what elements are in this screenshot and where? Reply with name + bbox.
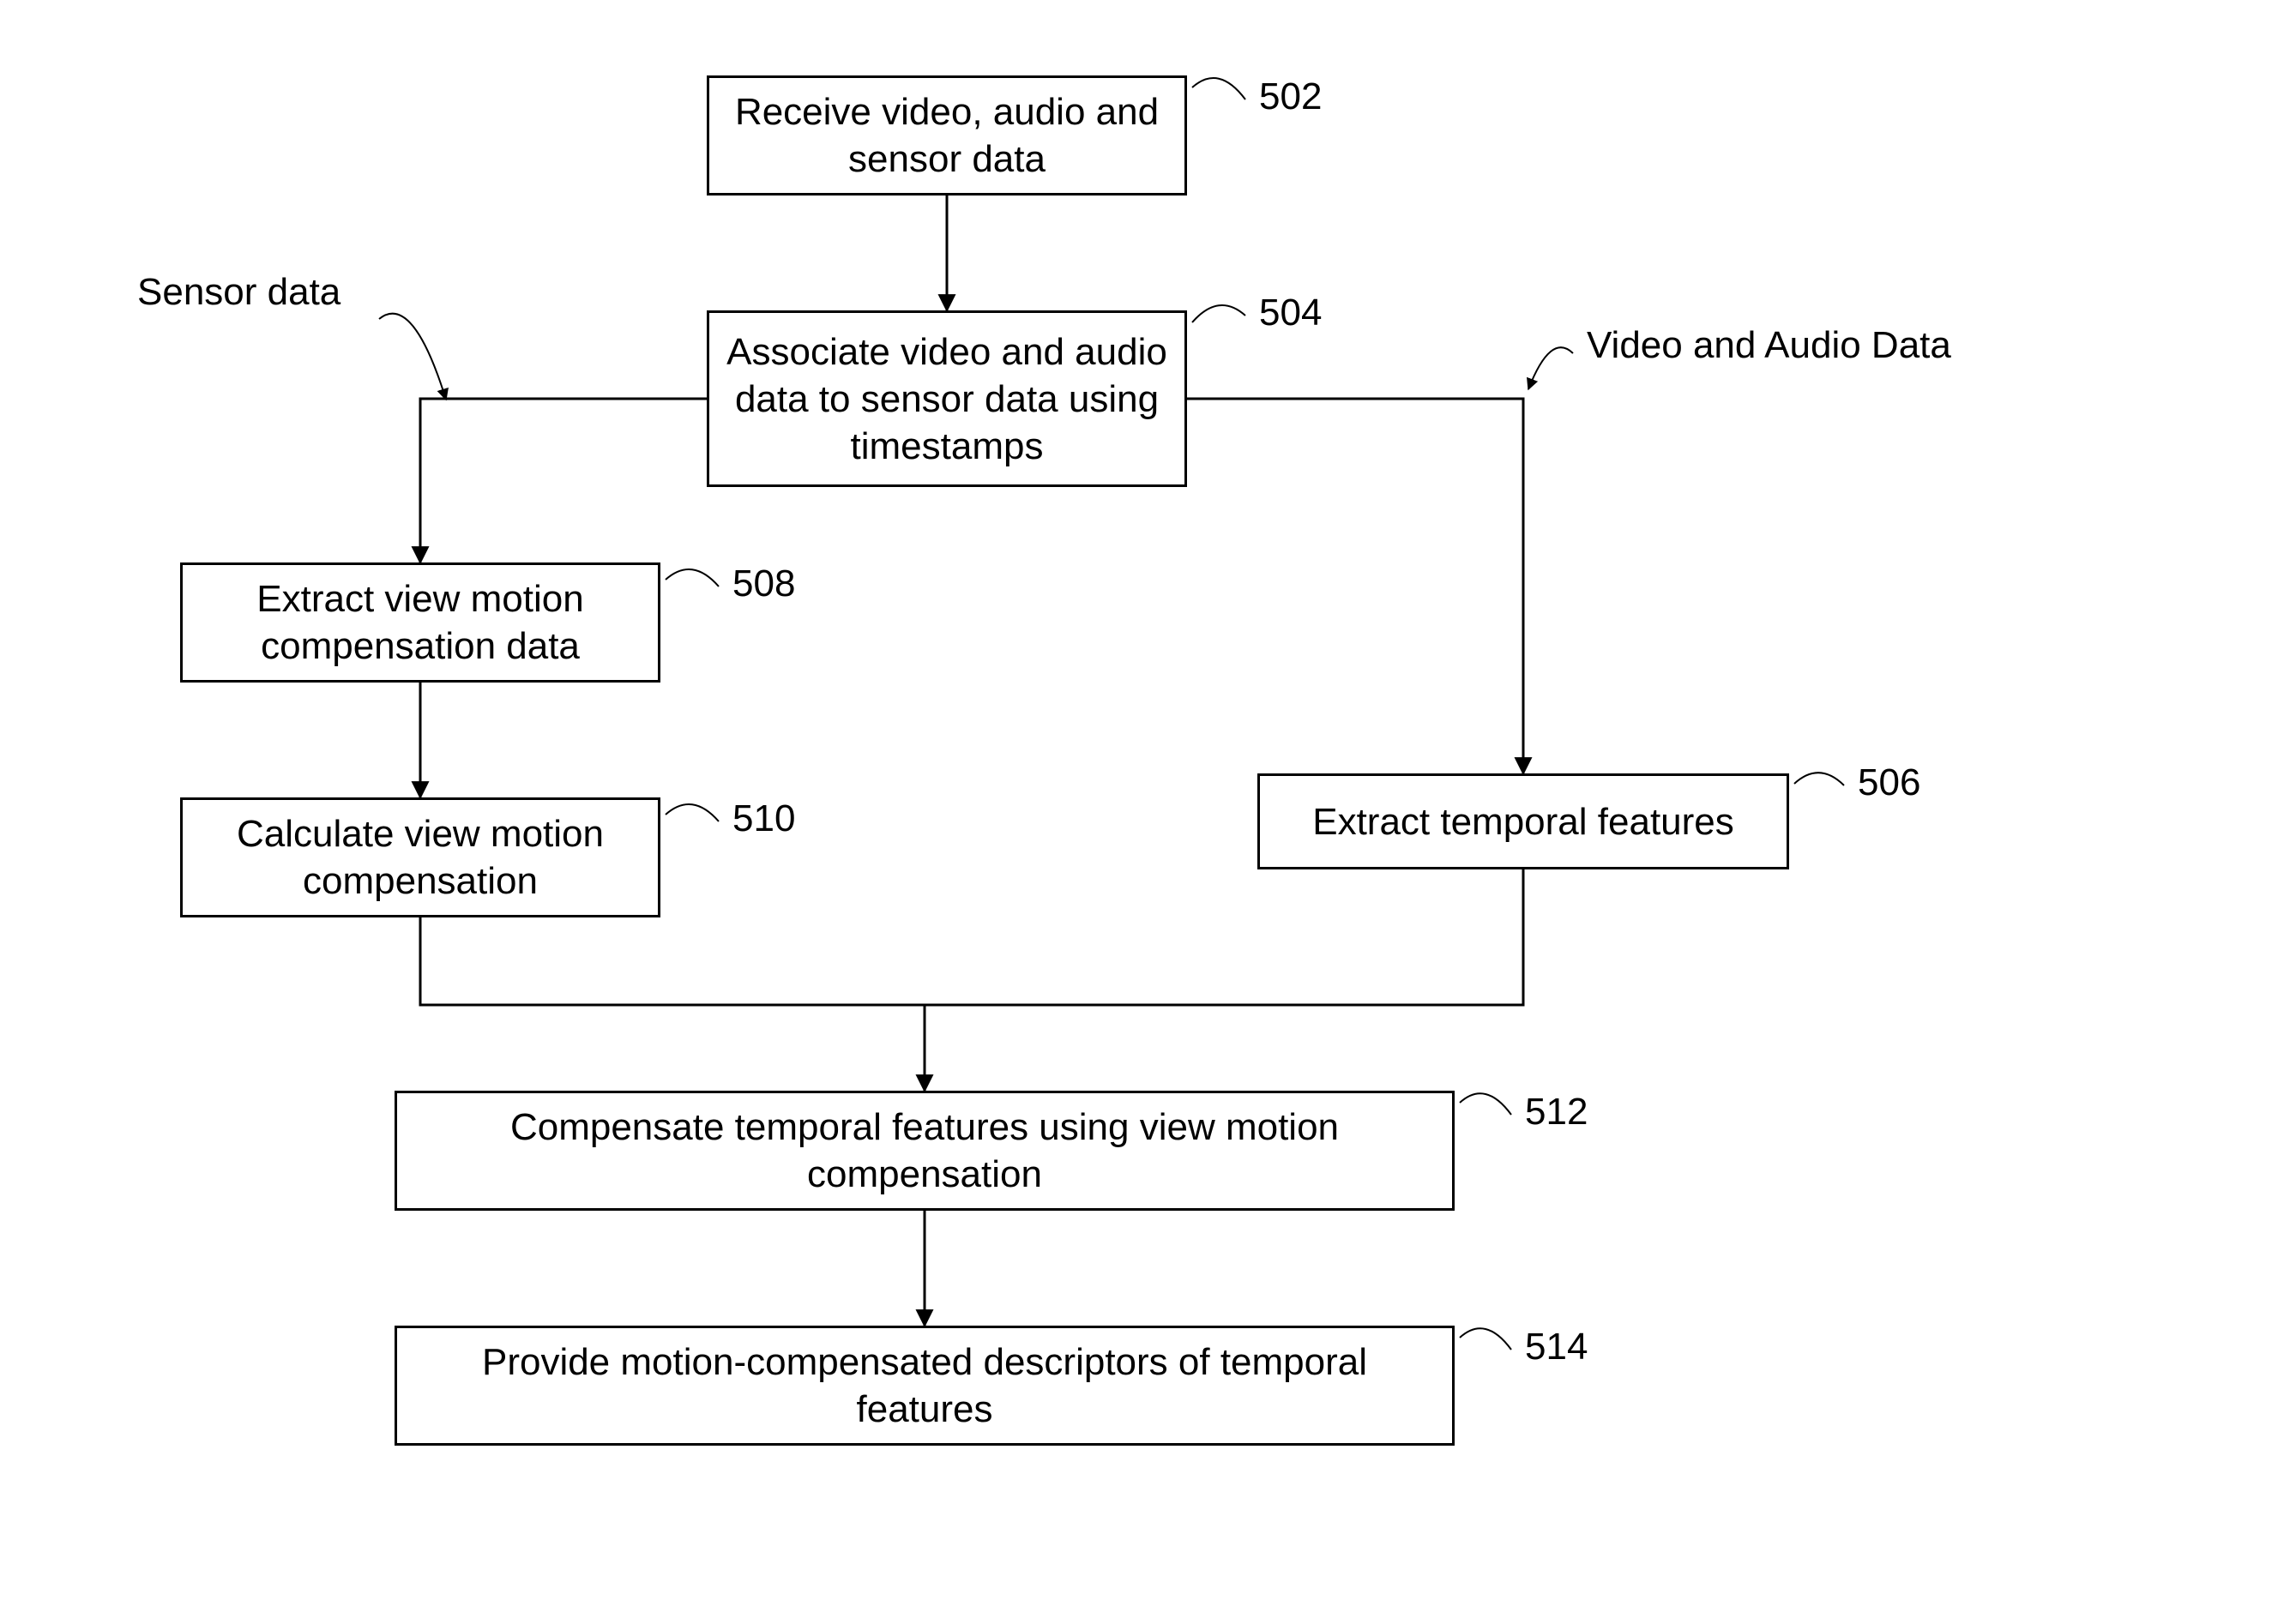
node-text: Extract temporal features <box>1312 798 1734 845</box>
ref-504: 504 <box>1259 292 1322 334</box>
annotation-video-audio-data: Video and Audio Data <box>1587 324 1951 367</box>
node-provide-descriptors: Provide motion-compensated descriptors o… <box>395 1326 1455 1446</box>
node-text: Compensate temporal features using view … <box>414 1104 1435 1198</box>
node-associate-data: Associate video and audio data to sensor… <box>707 310 1187 487</box>
node-receive-data: Receive video, audio and sensor data <box>707 75 1187 195</box>
node-text: Extract view motion compensation data <box>200 575 641 670</box>
ref-502: 502 <box>1259 75 1322 118</box>
ref-512: 512 <box>1525 1091 1588 1134</box>
node-extract-view-motion: Extract view motion compensation data <box>180 562 660 683</box>
node-text: Provide motion-compensated descriptors o… <box>414 1338 1435 1433</box>
ref-506: 506 <box>1858 761 1920 804</box>
ref-514: 514 <box>1525 1326 1588 1368</box>
annotation-sensor-data: Sensor data <box>137 271 340 314</box>
node-text: Calculate view motion compensation <box>200 810 641 905</box>
ref-508: 508 <box>732 562 795 605</box>
node-calculate-compensation: Calculate view motion compensation <box>180 797 660 917</box>
node-text: Receive video, audio and sensor data <box>726 88 1167 183</box>
node-text: Associate video and audio data to sensor… <box>726 328 1167 470</box>
ref-510: 510 <box>732 797 795 840</box>
node-compensate-features: Compensate temporal features using view … <box>395 1091 1455 1211</box>
node-extract-temporal: Extract temporal features <box>1257 773 1789 869</box>
